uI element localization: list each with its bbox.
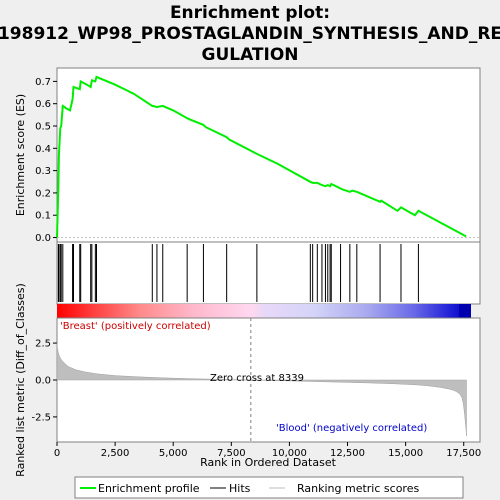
chart-title-line-2: 198912_WP98_PROSTAGLANDIN_SYNTHESIS_AND_… xyxy=(0,24,500,44)
x-tick-label: 0 xyxy=(54,448,60,459)
es-y-tick-label: 0.6 xyxy=(35,99,51,110)
x-tick-label: 12,500 xyxy=(330,448,365,459)
metric-y-tick-label: 2.5 xyxy=(35,339,51,350)
x-tick-label: 15,000 xyxy=(388,448,423,459)
negative-correlation-label: 'Blood' (negatively correlated) xyxy=(276,423,427,434)
es-y-tick-label: 0.1 xyxy=(35,211,51,222)
es-y-axis-label: Enrichment score (ES) xyxy=(14,94,27,216)
ranked-list-color-bar xyxy=(57,304,471,318)
x-tick-label: 5,000 xyxy=(159,448,188,459)
es-y-tick-label: 0.0 xyxy=(35,233,51,244)
x-axis-label: Rank in Ordered Dataset xyxy=(200,456,337,469)
metric-y-axis-label: Ranked list metric (Diff_of_Classes) xyxy=(14,283,27,477)
legend-hits-label: Hits xyxy=(229,482,251,495)
legend-enrichment-label: Enrichment profile xyxy=(98,482,200,495)
zero-cross-label: Zero cross at 8339 xyxy=(210,373,304,384)
es-panel xyxy=(56,67,481,243)
chart-title-line-3: GULATION xyxy=(201,45,298,65)
x-tick-label: 2,500 xyxy=(101,448,130,459)
ranked-list-dark-blue-end xyxy=(459,304,471,318)
hits-panel xyxy=(56,241,481,305)
x-tick-label: 17,500 xyxy=(446,448,481,459)
ranking-metric-area xyxy=(56,343,467,437)
x-tick-label: 7,500 xyxy=(217,448,246,459)
es-y-tick-label: 0.2 xyxy=(35,188,51,199)
metric-y-tick-label: 0.0 xyxy=(35,376,51,387)
x-tick-label: 10,000 xyxy=(272,448,307,459)
chart-title-line-1: Enrichment plot: xyxy=(170,3,330,23)
legend-metric-label: Ranking metric scores xyxy=(297,482,419,495)
es-y-tick-label: 0.5 xyxy=(35,122,51,133)
es-y-tick-label: 0.4 xyxy=(35,144,51,155)
enrichment-profile-line xyxy=(56,75,467,238)
es-y-tick-label: 0.3 xyxy=(35,166,51,177)
positive-correlation-label: 'Breast' (positively correlated) xyxy=(60,321,211,332)
es-y-tick-label: 0.7 xyxy=(35,77,51,88)
metric-y-tick-label: -2.5 xyxy=(31,412,51,423)
